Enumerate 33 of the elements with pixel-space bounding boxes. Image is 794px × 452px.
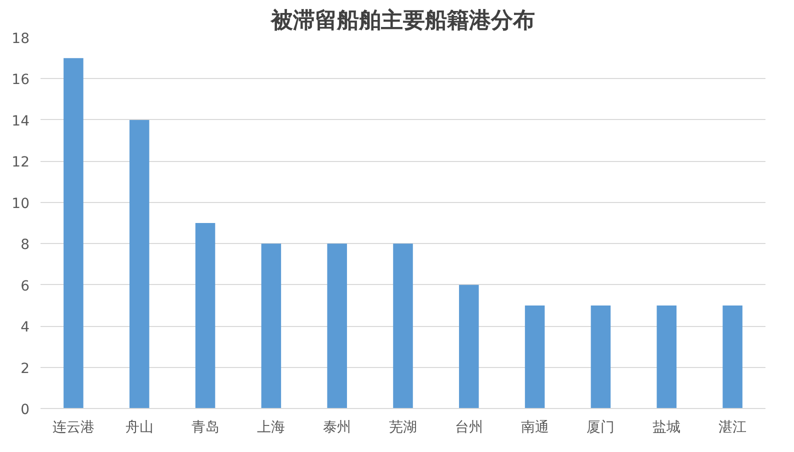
bar (261, 244, 282, 408)
bar (195, 223, 216, 408)
y-tick-label: 8 (20, 237, 30, 254)
bar (524, 305, 545, 408)
x-tick-label: 厦门 (586, 420, 615, 436)
bar (64, 58, 84, 408)
y-tick-label: 12 (12, 154, 30, 171)
bar (459, 284, 479, 408)
x-tick-label: 上海 (257, 420, 286, 436)
y-tick-label: 0 (20, 402, 30, 418)
y-tick-label: 4 (20, 320, 30, 336)
bar (327, 244, 347, 408)
y-tick-label: 6 (20, 278, 30, 294)
x-tick-label: 泰州 (323, 420, 352, 436)
x-tick-label: 舟山 (125, 420, 154, 436)
x-tick-label: 南通 (520, 420, 549, 436)
x-tick-label: 湛江 (718, 420, 747, 436)
y-tick-label: 2 (20, 360, 30, 377)
y-tick-label: 18 (12, 31, 30, 47)
bar (590, 305, 611, 408)
x-tick-label: 连云港 (52, 420, 94, 436)
y-tick-label: 14 (12, 113, 30, 130)
chart-title: 被滞留船舶主要船籍港分布 (270, 8, 535, 32)
bar (129, 120, 150, 408)
y-tick-label: 16 (12, 72, 30, 88)
bar (722, 305, 742, 408)
x-tick-label: 青岛 (191, 420, 220, 436)
x-tick-label: 台州 (454, 420, 483, 436)
bar (656, 305, 677, 408)
bar (393, 244, 413, 408)
x-tick-label: 盐城 (652, 420, 681, 436)
y-tick-label: 10 (12, 196, 30, 212)
x-tick-label: 芜湖 (389, 420, 417, 436)
